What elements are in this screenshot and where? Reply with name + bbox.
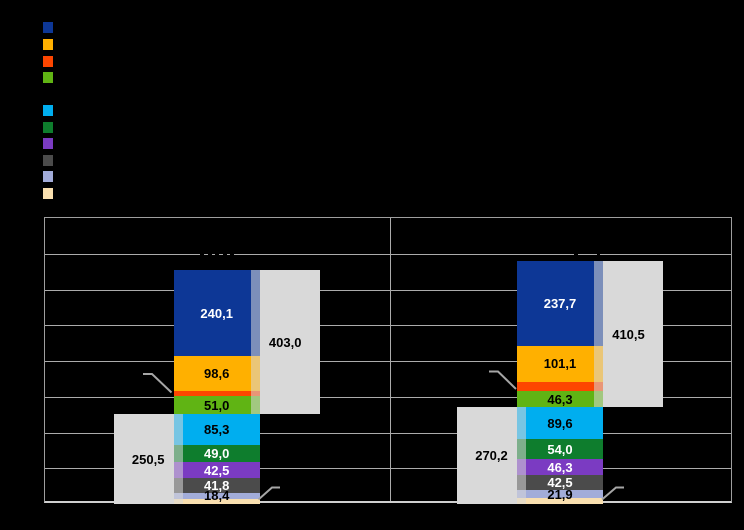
total-bracket-upper: [603, 260, 663, 408]
bar-segment-dark-green: [517, 439, 603, 459]
gridline: [45, 396, 731, 398]
legend-chip-dark-gray: [43, 154, 53, 166]
hidden-label-notch: [200, 251, 204, 255]
total-bracket-lower-overlap: [173, 414, 183, 504]
legend-chip-amber: [43, 39, 53, 50]
bar-segment-label-amber: 98,6: [204, 366, 230, 382]
bar-segment-dark-green: [173, 444, 260, 463]
legend-chip-dark-blue: [43, 22, 53, 33]
total-bracket-upper-overlap: [250, 270, 260, 415]
total-bracket-upper: [259, 270, 320, 415]
bar-segment-dark-gray: [517, 475, 603, 491]
total-bracket-upper-overlap: [594, 260, 603, 408]
total-bracket-lower: [457, 407, 517, 504]
bar-segment-cyan: [517, 407, 603, 440]
bar-segment-label-yellow-green: 46,3: [547, 391, 573, 407]
bar-segment-yellow-green: [173, 396, 260, 415]
total-label-upper: 403,0: [268, 334, 302, 350]
hidden-label-notch: [207, 251, 212, 255]
bar-segment-label-dark-blue: 237,7: [543, 295, 577, 311]
hidden-label-notch: [597, 251, 600, 255]
bar-segment-label-dark-blue: 240,1: [200, 305, 233, 321]
bar-segment-orange-red: [517, 381, 603, 391]
hidden-label-notch: [574, 251, 578, 255]
bar-segment-cyan: [173, 414, 260, 445]
bar-segment-dark-blue: [173, 270, 260, 357]
bar-segment-label-dark-gray: 41,8: [204, 477, 230, 493]
bar-segment-purple: [173, 462, 260, 478]
bar-segment-label-yellow-green: 51,0: [204, 397, 230, 413]
total-bracket-lower: [113, 414, 174, 504]
gridline: [45, 361, 731, 362]
bar-segment-label-cyan: 89,6: [547, 415, 573, 431]
total-bracket-lower-overlap: [517, 407, 526, 504]
legend-chip-periwinkle: [43, 171, 53, 182]
bar-segment-dark-blue: [517, 260, 603, 346]
hidden-label-notch: [215, 251, 219, 255]
gridline: [45, 432, 731, 434]
bar-segment-label-purple: 42,5: [204, 462, 230, 478]
bar-segment-yellow-green: [517, 390, 603, 408]
bar-segment-label-amber: 101,1: [543, 356, 577, 372]
gridline: [45, 253, 731, 255]
panel-divider: [389, 218, 391, 501]
bar-segment-label-cyan: 85,3: [204, 422, 230, 438]
bar-segment-label-periwinkle: 18,4: [204, 488, 230, 504]
bar-segment-label-dark-gray: 42,5: [547, 475, 573, 491]
bar-segment-tan: [517, 498, 603, 504]
total-label-lower: 270,2: [475, 448, 508, 464]
total-label-lower: 250,5: [131, 451, 165, 467]
legend-chip-yellow-green: [43, 72, 53, 83]
bar-segment-dark-gray: [173, 477, 260, 493]
bar-segment-periwinkle: [173, 492, 260, 500]
legend-chip-purple: [43, 138, 53, 149]
legend-chip-cyan: [43, 105, 53, 116]
bar-segment-purple: [517, 458, 603, 476]
bar-segment-periwinkle: [517, 490, 603, 499]
hidden-label-notch: [222, 251, 227, 255]
gridline: [45, 325, 731, 327]
bar-segment-orange-red: [173, 391, 260, 397]
gridline: [45, 468, 731, 470]
plot-area: 18,4 41,8 42,5 49,0 85,3 51,0 98,6 240,1 403,0 25…: [44, 217, 732, 504]
total-label-upper: 410,5: [612, 326, 645, 342]
hidden-label-notch: [230, 251, 234, 255]
legend-chip-dark-green: [43, 121, 53, 133]
legend-chip-orange-red: [43, 55, 53, 67]
gridline: [45, 289, 731, 291]
bar-segment-label-dark-green: 54,0: [547, 441, 573, 457]
bar-segment-amber: [173, 356, 260, 392]
bar-segment-label-dark-green: 49,0: [204, 446, 230, 462]
bar-segment-label-purple: 46,3: [547, 459, 573, 475]
legend-chip-tan: [43, 187, 53, 199]
bar-segment-label-periwinkle: 21,9: [547, 486, 573, 502]
bar-segment-amber: [517, 345, 603, 382]
bar-segment-tan: [173, 499, 260, 504]
